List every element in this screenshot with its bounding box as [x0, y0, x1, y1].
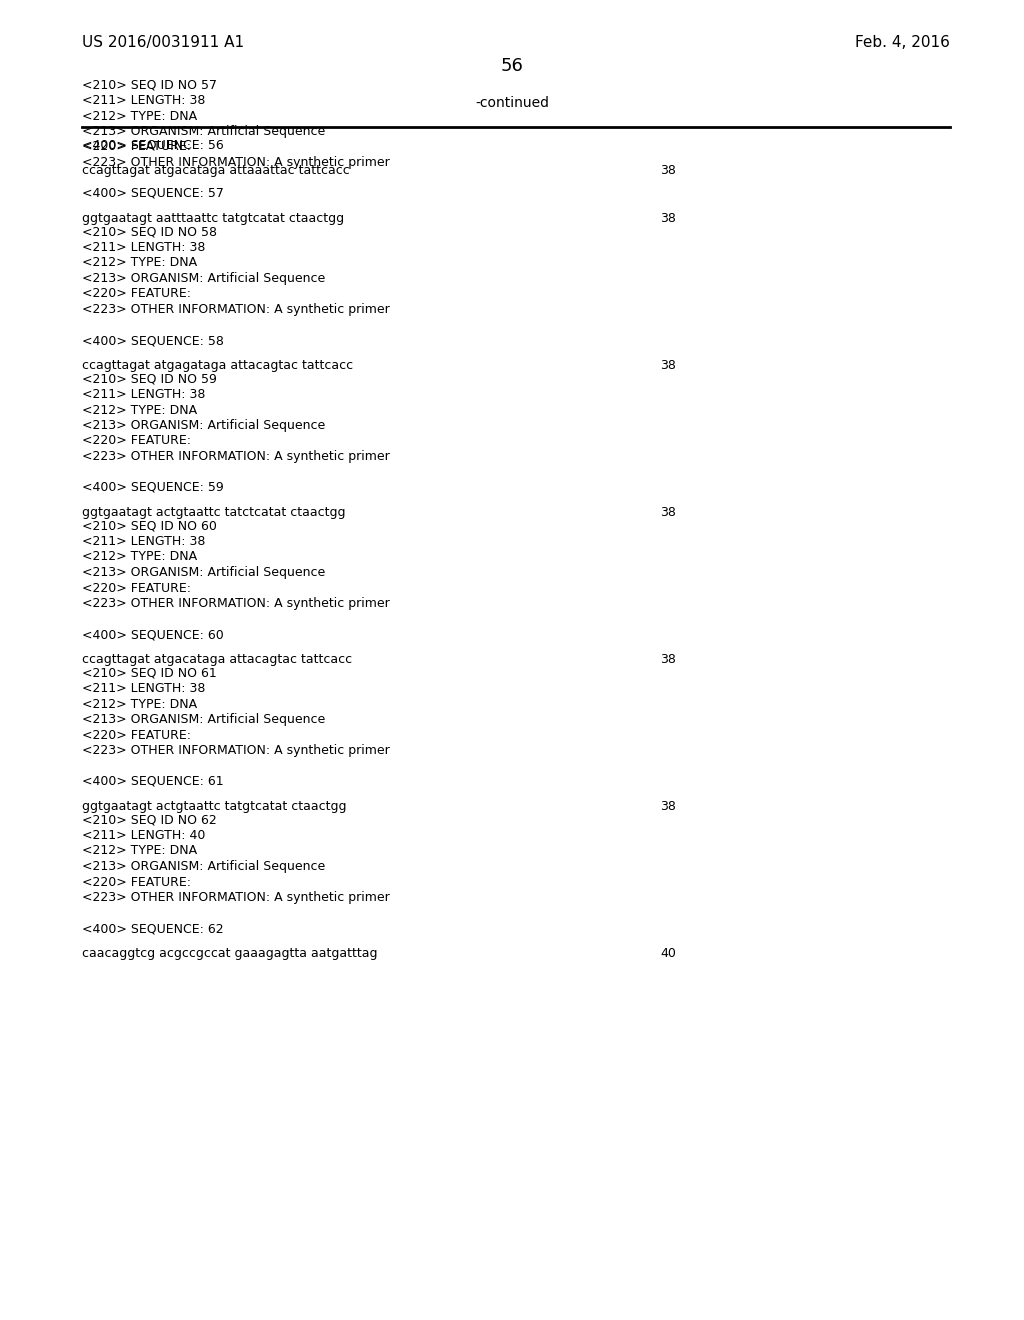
Text: <212> TYPE: DNA: <212> TYPE: DNA [82, 110, 198, 123]
Text: <220> FEATURE:: <220> FEATURE: [82, 434, 191, 447]
Text: <210> SEQ ID NO 60: <210> SEQ ID NO 60 [82, 520, 217, 532]
Text: <220> FEATURE:: <220> FEATURE: [82, 582, 191, 594]
Text: 38: 38 [660, 800, 676, 813]
Text: <223> OTHER INFORMATION: A synthetic primer: <223> OTHER INFORMATION: A synthetic pri… [82, 891, 390, 904]
Text: <210> SEQ ID NO 58: <210> SEQ ID NO 58 [82, 226, 217, 239]
Text: <212> TYPE: DNA: <212> TYPE: DNA [82, 404, 198, 417]
Text: 38: 38 [660, 653, 676, 665]
Text: <212> TYPE: DNA: <212> TYPE: DNA [82, 845, 198, 858]
Text: <223> OTHER INFORMATION: A synthetic primer: <223> OTHER INFORMATION: A synthetic pri… [82, 156, 390, 169]
Text: <400> SEQUENCE: 62: <400> SEQUENCE: 62 [82, 921, 223, 935]
Text: US 2016/0031911 A1: US 2016/0031911 A1 [82, 36, 244, 50]
Text: <210> SEQ ID NO 59: <210> SEQ ID NO 59 [82, 372, 217, 385]
Text: 40: 40 [660, 946, 676, 960]
Text: <212> TYPE: DNA: <212> TYPE: DNA [82, 697, 198, 710]
Text: <212> TYPE: DNA: <212> TYPE: DNA [82, 550, 198, 564]
Text: ggtgaatagt actgtaattc tatgtcatat ctaactgg: ggtgaatagt actgtaattc tatgtcatat ctaactg… [82, 800, 346, 813]
Text: <213> ORGANISM: Artificial Sequence: <213> ORGANISM: Artificial Sequence [82, 418, 326, 432]
Text: <210> SEQ ID NO 57: <210> SEQ ID NO 57 [82, 78, 217, 91]
Text: <211> LENGTH: 40: <211> LENGTH: 40 [82, 829, 206, 842]
Text: <210> SEQ ID NO 61: <210> SEQ ID NO 61 [82, 667, 217, 680]
Text: <213> ORGANISM: Artificial Sequence: <213> ORGANISM: Artificial Sequence [82, 861, 326, 873]
Text: 38: 38 [660, 164, 676, 177]
Text: <220> FEATURE:: <220> FEATURE: [82, 875, 191, 888]
Text: Feb. 4, 2016: Feb. 4, 2016 [855, 36, 950, 50]
Text: ggtgaatagt actgtaattc tatctcatat ctaactgg: ggtgaatagt actgtaattc tatctcatat ctaactg… [82, 506, 345, 519]
Text: <223> OTHER INFORMATION: A synthetic primer: <223> OTHER INFORMATION: A synthetic pri… [82, 304, 390, 315]
Text: caacaggtcg acgccgccat gaaagagtta aatgatttag: caacaggtcg acgccgccat gaaagagtta aatgatt… [82, 946, 378, 960]
Text: <400> SEQUENCE: 61: <400> SEQUENCE: 61 [82, 775, 223, 788]
Text: <400> SEQUENCE: 60: <400> SEQUENCE: 60 [82, 628, 224, 642]
Text: <220> FEATURE:: <220> FEATURE: [82, 140, 191, 153]
Text: <213> ORGANISM: Artificial Sequence: <213> ORGANISM: Artificial Sequence [82, 566, 326, 579]
Text: <213> ORGANISM: Artificial Sequence: <213> ORGANISM: Artificial Sequence [82, 125, 326, 139]
Text: <223> OTHER INFORMATION: A synthetic primer: <223> OTHER INFORMATION: A synthetic pri… [82, 744, 390, 756]
Text: <210> SEQ ID NO 62: <210> SEQ ID NO 62 [82, 813, 217, 826]
Text: ccagttagat atgacataga attaaattac tattcacc: ccagttagat atgacataga attaaattac tattcac… [82, 164, 350, 177]
Text: ccagttagat atgagataga attacagtac tattcacc: ccagttagat atgagataga attacagtac tattcac… [82, 359, 353, 372]
Text: <220> FEATURE:: <220> FEATURE: [82, 288, 191, 301]
Text: 38: 38 [660, 506, 676, 519]
Text: <212> TYPE: DNA: <212> TYPE: DNA [82, 256, 198, 269]
Text: <220> FEATURE:: <220> FEATURE: [82, 729, 191, 742]
Text: <211> LENGTH: 38: <211> LENGTH: 38 [82, 388, 206, 401]
Text: <223> OTHER INFORMATION: A synthetic primer: <223> OTHER INFORMATION: A synthetic pri… [82, 597, 390, 610]
Text: 38: 38 [660, 359, 676, 372]
Text: <211> LENGTH: 38: <211> LENGTH: 38 [82, 242, 206, 253]
Text: ccagttagat atgacataga attacagtac tattcacc: ccagttagat atgacataga attacagtac tattcac… [82, 653, 352, 665]
Text: <213> ORGANISM: Artificial Sequence: <213> ORGANISM: Artificial Sequence [82, 713, 326, 726]
Text: <211> LENGTH: 38: <211> LENGTH: 38 [82, 94, 206, 107]
Text: <211> LENGTH: 38: <211> LENGTH: 38 [82, 682, 206, 696]
Text: <211> LENGTH: 38: <211> LENGTH: 38 [82, 535, 206, 548]
Text: <213> ORGANISM: Artificial Sequence: <213> ORGANISM: Artificial Sequence [82, 272, 326, 285]
Text: <400> SEQUENCE: 56: <400> SEQUENCE: 56 [82, 139, 224, 152]
Text: 56: 56 [501, 57, 523, 75]
Text: <400> SEQUENCE: 57: <400> SEQUENCE: 57 [82, 187, 224, 201]
Text: 38: 38 [660, 211, 676, 224]
Text: ggtgaatagt aatttaattc tatgtcatat ctaactgg: ggtgaatagt aatttaattc tatgtcatat ctaactg… [82, 211, 344, 224]
Text: <400> SEQUENCE: 58: <400> SEQUENCE: 58 [82, 334, 224, 347]
Text: -continued: -continued [475, 96, 549, 110]
Text: <223> OTHER INFORMATION: A synthetic primer: <223> OTHER INFORMATION: A synthetic pri… [82, 450, 390, 463]
Text: <400> SEQUENCE: 59: <400> SEQUENCE: 59 [82, 480, 224, 494]
